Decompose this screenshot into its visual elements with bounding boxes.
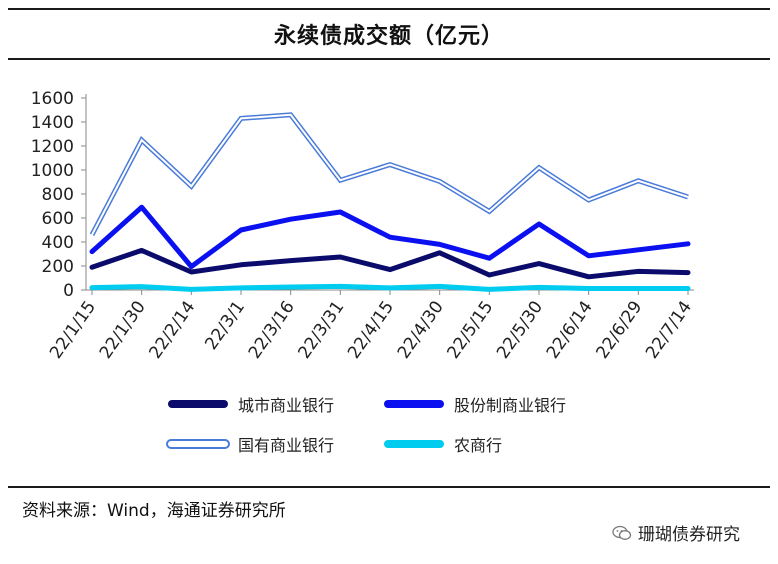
x-tick-label: 22/1/15 bbox=[46, 297, 100, 362]
x-tick-label: 22/5/15 bbox=[443, 297, 497, 362]
legend-item-state-banks: 国有商业银行 bbox=[168, 432, 334, 456]
legend-label: 城市商业银行 bbox=[238, 396, 335, 415]
legend-swatch bbox=[168, 400, 228, 408]
title-area: 永续债成交额（亿元） bbox=[8, 12, 770, 56]
y-tick-label: 1000 bbox=[31, 161, 74, 181]
legend-label: 股份制商业银行 bbox=[454, 396, 567, 415]
y-tick-label: 0 bbox=[63, 281, 74, 301]
title-divider bbox=[8, 58, 770, 60]
x-tick-label: 22/5/30 bbox=[493, 297, 547, 362]
legend-item-rural-banks: 农商行 bbox=[384, 432, 502, 456]
series-line-0 bbox=[89, 247, 691, 280]
series-line-1 bbox=[89, 204, 691, 270]
legend-item-joint-stock-banks: 股份制商业银行 bbox=[384, 392, 566, 416]
x-tick-label: 22/3/31 bbox=[294, 297, 348, 362]
source-divider bbox=[8, 486, 770, 488]
watermark-text: 珊瑚债券研究 bbox=[638, 525, 740, 545]
legend-item-city-banks: 城市商业银行 bbox=[168, 392, 334, 416]
y-tick-label: 1200 bbox=[31, 137, 74, 157]
legend-label: 国有商业银行 bbox=[238, 436, 335, 455]
x-tick-label: 22/6/29 bbox=[592, 297, 646, 362]
x-tick-label: 22/3/16 bbox=[245, 297, 299, 362]
x-tick-label: 22/4/30 bbox=[394, 297, 448, 362]
x-tick-label: 22/4/15 bbox=[344, 297, 398, 362]
x-tick-label: 22/6/14 bbox=[543, 297, 597, 362]
y-tick-label: 400 bbox=[42, 233, 74, 253]
y-tick-label: 200 bbox=[42, 257, 74, 277]
series-line-state-banks-inner bbox=[91, 113, 689, 236]
source-note: 资料来源：Wind，海通证券研究所 bbox=[22, 501, 286, 521]
legend-swatch bbox=[168, 441, 228, 447]
watermark: 珊瑚债券研究 bbox=[612, 520, 740, 545]
series-line-state-banks bbox=[89, 112, 689, 236]
x-tick-label: 22/2/14 bbox=[145, 297, 199, 362]
legend-swatch bbox=[384, 400, 444, 408]
series-line-3 bbox=[89, 283, 691, 292]
legend-swatch bbox=[384, 440, 444, 448]
x-tick-label: 22/3/1 bbox=[201, 297, 249, 353]
y-tick-label: 1400 bbox=[31, 113, 74, 133]
y-tick-label: 1600 bbox=[31, 89, 74, 109]
legend-label: 农商行 bbox=[454, 436, 503, 455]
chart-canvas: 0 200 400 600 800 1000 1200 1400 1600 22/1/1522/1… bbox=[31, 89, 696, 363]
chart-title: 永续债成交额（亿元） bbox=[273, 24, 504, 49]
wechat-icon bbox=[612, 525, 632, 540]
x-tick-label: 22/7/14 bbox=[642, 297, 696, 362]
y-tick-label: 800 bbox=[42, 185, 74, 205]
y-tick-label: 600 bbox=[42, 209, 74, 229]
top-border bbox=[8, 8, 770, 10]
x-tick-label: 22/1/30 bbox=[96, 297, 150, 362]
